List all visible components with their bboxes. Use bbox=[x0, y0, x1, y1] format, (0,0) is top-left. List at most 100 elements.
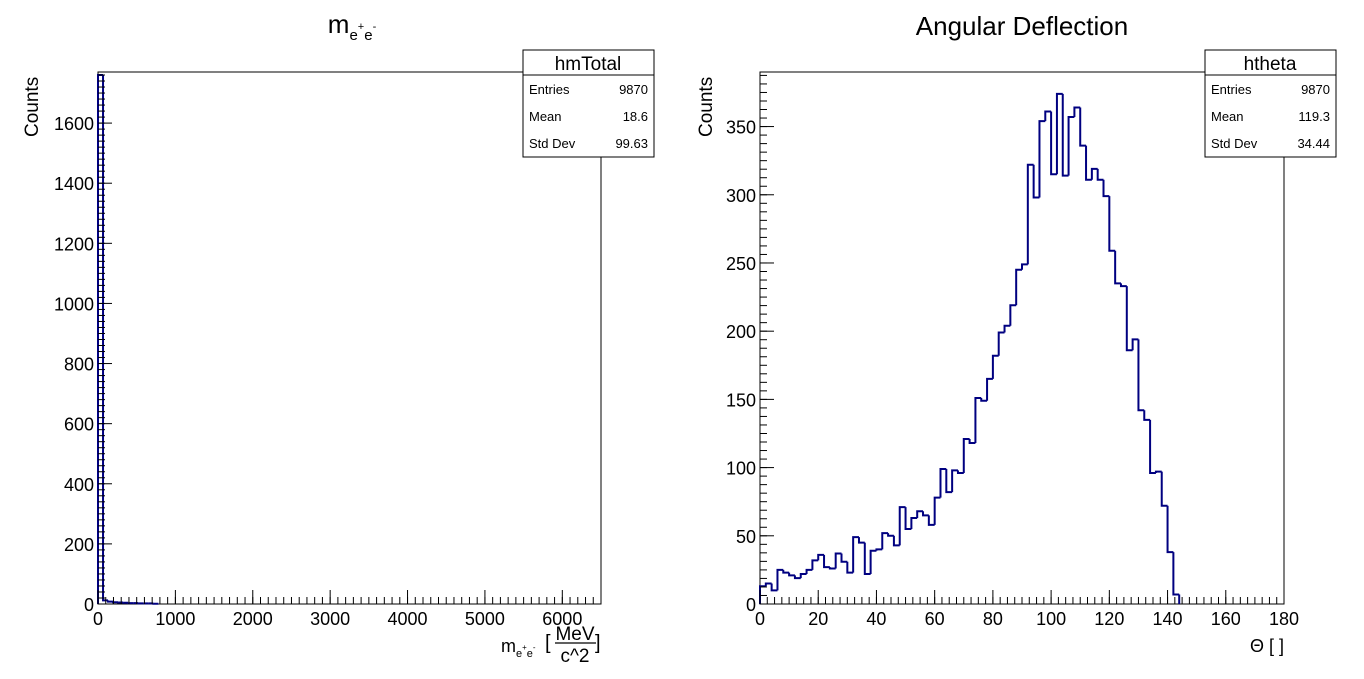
histogram-bin bbox=[927, 515, 935, 526]
histogram-bin bbox=[962, 437, 970, 474]
histogram-bin bbox=[892, 535, 900, 547]
histogram-bin bbox=[1079, 107, 1087, 147]
histogram-bin bbox=[933, 496, 941, 525]
y-tick-label: 600 bbox=[64, 415, 94, 435]
y-tick-label: 50 bbox=[736, 527, 756, 547]
histogram-bin bbox=[102, 75, 109, 602]
histogram-bin bbox=[887, 533, 894, 537]
y-tick-label: 150 bbox=[726, 390, 756, 410]
histogram-bin bbox=[817, 553, 825, 561]
y-tick-label: 1600 bbox=[54, 114, 94, 134]
histogram-bin bbox=[916, 510, 924, 519]
svg-text:MeV: MeV bbox=[555, 624, 594, 645]
histogram-bin bbox=[956, 470, 964, 475]
y-axis-label: Counts bbox=[22, 77, 43, 137]
histogram-bin bbox=[939, 467, 947, 498]
axis-ticks: 0 1000 2000 3000 4000 5000 6000 0 200 400 600 800 10… bbox=[54, 74, 602, 629]
y-tick-label: 400 bbox=[64, 475, 94, 495]
histogram-bin bbox=[1032, 164, 1040, 199]
x-tick-label: 6000 bbox=[542, 609, 582, 629]
histogram-bin bbox=[1044, 110, 1052, 122]
histogram-bin bbox=[968, 438, 976, 445]
y-tick-label: 1200 bbox=[54, 234, 94, 254]
stats-stddev-label: Std Dev bbox=[1211, 136, 1258, 151]
x-tick-label: 140 bbox=[1153, 609, 1183, 629]
y-tick-label: 0 bbox=[746, 595, 756, 615]
histogram-bin bbox=[1149, 419, 1156, 475]
stats-box: hmTotal Entries 9870 Mean 18.6 Std Dev 9… bbox=[522, 49, 655, 158]
histogram-bin bbox=[770, 583, 778, 592]
histogram-bin bbox=[1085, 145, 1092, 181]
histogram-marks bbox=[759, 92, 1181, 604]
histogram-bin bbox=[811, 559, 819, 570]
histogram-bin bbox=[863, 542, 871, 575]
axis-ticks: 0 20 40 60 80 100 120 140 160 180 0 50 100 150 200 250 3… bbox=[726, 74, 1299, 629]
x-tick-label: 80 bbox=[983, 609, 1003, 629]
histogram-bin bbox=[1172, 552, 1180, 596]
histogram-bin bbox=[1021, 263, 1028, 270]
x-tick-label: 1000 bbox=[155, 609, 195, 629]
x-tick-label: 0 bbox=[755, 609, 765, 629]
stats-mean-label: Mean bbox=[529, 109, 562, 124]
histogram-bin bbox=[1102, 179, 1110, 198]
histogram-bin bbox=[1009, 304, 1017, 326]
y-tick-label: 0 bbox=[84, 595, 94, 615]
histogram-bin bbox=[776, 568, 784, 591]
stats-stddev-value: 34.44 bbox=[1297, 136, 1330, 151]
x-tick-label: 5000 bbox=[465, 609, 505, 629]
histogram-bin bbox=[922, 511, 929, 517]
histogram-bin bbox=[857, 537, 865, 544]
y-axis-label: Counts bbox=[696, 77, 717, 137]
histogram-bin bbox=[904, 507, 912, 530]
stats-stddev-label: Std Dev bbox=[529, 136, 576, 151]
stats-entries-label: Entries bbox=[529, 82, 570, 97]
svg-text:[: [ bbox=[545, 632, 551, 654]
histogram-bin bbox=[828, 567, 836, 570]
chart-title: me+e- bbox=[328, 9, 377, 44]
histogram-bin bbox=[1096, 168, 1104, 181]
x-axis-label: me+e- [ MeV c^2 ] bbox=[501, 624, 601, 667]
histogram-bin bbox=[881, 532, 889, 550]
histogram-bin bbox=[834, 552, 842, 569]
histogram-bin bbox=[1015, 268, 1022, 306]
histogram-bin bbox=[1166, 505, 1174, 554]
histogram-bin bbox=[1119, 283, 1127, 288]
stats-box-title: hmTotal bbox=[555, 54, 622, 75]
histogram-bin bbox=[869, 549, 877, 574]
y-tick-label: 1400 bbox=[54, 174, 94, 194]
stats-entries-value: 9870 bbox=[619, 82, 648, 97]
histogram-bin bbox=[1050, 111, 1057, 176]
stats-stddev-value: 99.63 bbox=[615, 136, 648, 151]
histogram-bin bbox=[986, 377, 993, 401]
y-tick-label: 800 bbox=[64, 355, 94, 375]
y-tick-label: 200 bbox=[726, 322, 756, 342]
angular-deflection-panel: 0 20 40 60 80 100 120 140 160 180 0 50 100 150 200 250 3… bbox=[696, 11, 1337, 656]
mass-histogram-panel: 0 1000 2000 3000 4000 5000 6000 0 200 400 600 800 10… bbox=[22, 9, 655, 667]
histogram-bin bbox=[910, 517, 918, 529]
y-tick-label: 200 bbox=[64, 535, 94, 555]
chart-title: Angular Deflection bbox=[916, 11, 1128, 41]
histogram-bin bbox=[951, 469, 958, 493]
y-tick-label: 350 bbox=[726, 118, 756, 138]
x-tick-label: 3000 bbox=[310, 609, 350, 629]
histogram-bin bbox=[1114, 250, 1121, 285]
histogram-bin bbox=[1038, 120, 1046, 198]
histogram-bin bbox=[764, 582, 772, 587]
x-tick-label: 180 bbox=[1269, 609, 1299, 629]
histogram-bin bbox=[1160, 471, 1168, 507]
histogram-bin bbox=[945, 468, 953, 494]
y-tick-label: 300 bbox=[726, 186, 756, 206]
histogram-bin bbox=[1073, 106, 1081, 118]
x-tick-label: 20 bbox=[808, 609, 828, 629]
histogram-bin bbox=[1026, 163, 1034, 265]
x-tick-label: 40 bbox=[866, 609, 886, 629]
histogram-bin bbox=[823, 554, 830, 569]
histogram-bin bbox=[107, 600, 114, 603]
x-axis-label: Θ [ ] bbox=[1250, 636, 1284, 656]
histogram-bin bbox=[991, 354, 999, 379]
histogram-bin bbox=[1003, 324, 1011, 333]
histogram-bin bbox=[852, 536, 859, 573]
histogram-bin bbox=[1108, 196, 1116, 252]
histogram-bin bbox=[799, 572, 807, 579]
svg-text:c^2: c^2 bbox=[561, 646, 590, 667]
